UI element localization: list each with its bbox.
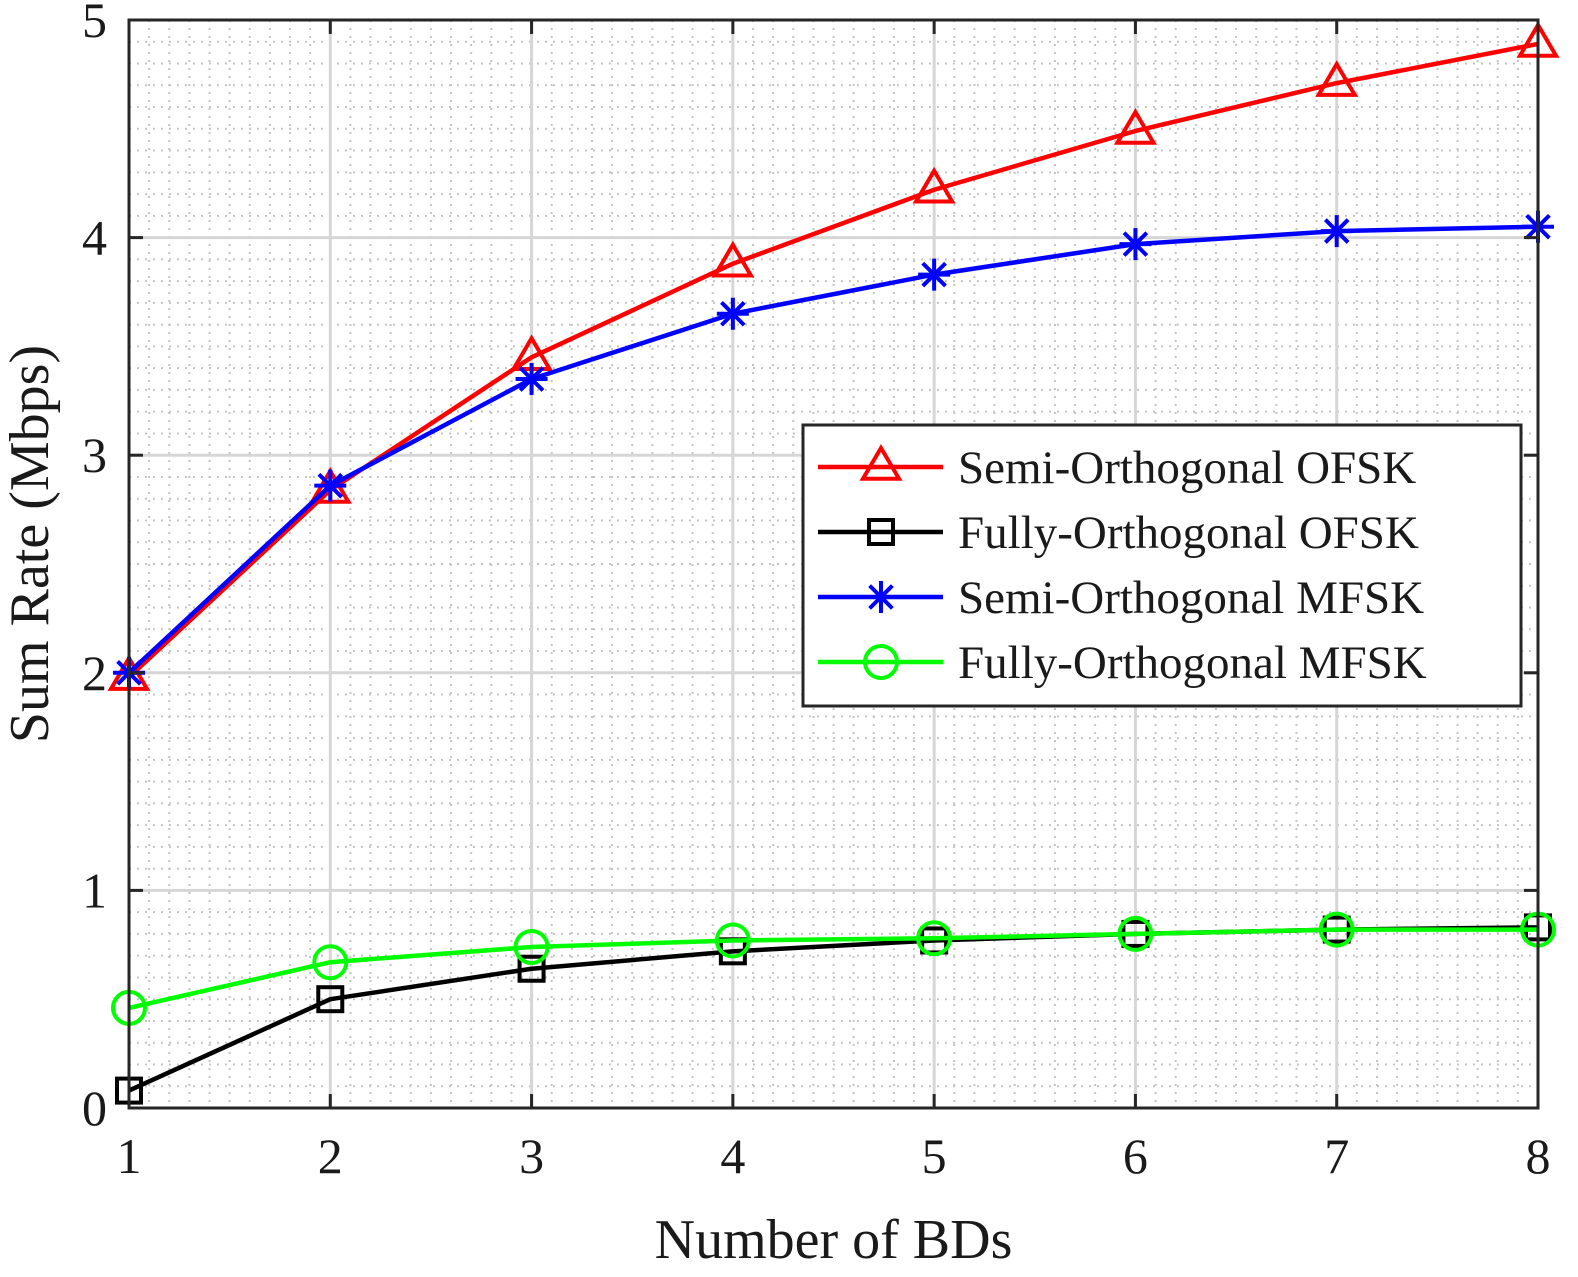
data-point [711,240,755,278]
series-layer [107,20,1560,1105]
x-tick-label: 5 [922,1128,947,1184]
y-tick-label: 5 [82,0,107,48]
legend-label: Semi-Orthogonal OFSK [958,442,1416,494]
tick-marks [127,18,1540,1110]
x-tick-label: 6 [1123,1128,1148,1184]
legend-marker [863,644,899,680]
data-point [918,258,951,291]
data-point [513,928,550,965]
data-point [916,920,953,957]
legend-label: Fully-Orthogonal OFSK [958,507,1419,559]
series-line [128,927,1538,1011]
data-point [517,954,546,983]
legend-entry: Fully-Orthogonal MFSK [818,637,1427,689]
legend-label: Fully-Orthogonal MFSK [958,637,1427,689]
y-tick-label: 0 [82,1080,107,1136]
legend-marker [867,518,895,546]
y-axis-label: Sum Rate (Mbps) [0,345,61,743]
x-tick-label: 1 [117,1128,142,1184]
legend-box [801,423,1523,708]
legend-label: Semi-Orthogonal MFSK [958,572,1424,624]
x-tick-label: 3 [519,1128,544,1184]
data-point [716,297,749,330]
data-point [912,166,956,204]
legend-marker [865,581,897,613]
x-tick-label: 4 [720,1128,745,1184]
y-tick-label: 1 [82,862,107,918]
data-point [316,985,345,1014]
data-point [714,922,751,959]
data-point [1119,228,1152,261]
data-point [312,944,349,981]
data-point [1113,108,1157,145]
y-tick-label: 2 [82,645,107,701]
y-tick-label: 3 [82,427,107,483]
data-point [1318,911,1355,948]
series-line [127,224,1539,675]
x-axis-label: Number of BDs [655,1209,1013,1271]
legend-entry: Semi-Orthogonal MFSK [818,572,1424,624]
x-tick-label: 8 [1526,1128,1551,1184]
legend: Semi-Orthogonal OFSK Fully-Orthogonal OFS… [801,423,1523,708]
data-point [515,363,548,396]
x-tick-label: 2 [318,1128,343,1184]
x-tick-label: 7 [1324,1128,1349,1184]
y-tick-label: 4 [82,210,107,266]
data-point [1320,215,1353,248]
legend-marker [859,444,903,481]
data-point [1117,915,1154,952]
data-point [1315,60,1359,97]
axes-frame [127,18,1540,1110]
data-point [314,469,347,502]
legend-entry: Semi-Orthogonal OFSK [818,442,1416,494]
legend-entry: Fully-Orthogonal OFSK [818,507,1419,559]
